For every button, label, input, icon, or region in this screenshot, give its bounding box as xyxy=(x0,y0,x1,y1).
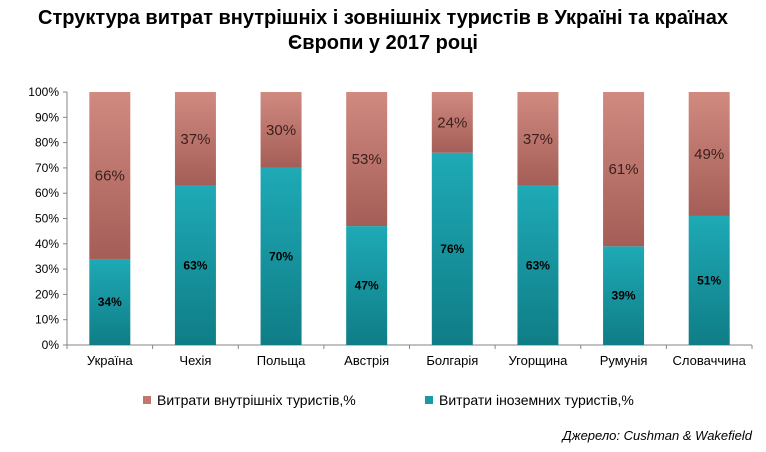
data-label-foreign: 51% xyxy=(697,273,721,287)
legend-swatch-domestic xyxy=(143,396,151,404)
legend-label-domestic: Витрати внутрішніх туристів,% xyxy=(157,392,356,408)
bar-domestic xyxy=(431,92,473,153)
y-tick-label: 80% xyxy=(35,136,59,150)
bar-foreign xyxy=(89,258,131,345)
legend-foreign: Витрати іноземних туристів,% xyxy=(425,392,634,408)
y-tick-label: 30% xyxy=(35,262,59,276)
y-tick-label: 60% xyxy=(35,186,59,200)
data-label-foreign: 63% xyxy=(183,258,207,272)
data-label-domestic: 49% xyxy=(694,146,724,163)
bar-foreign xyxy=(603,246,645,345)
x-tick-label: Словаччина xyxy=(673,353,747,368)
bar-domestic xyxy=(346,92,388,227)
data-label-foreign: 47% xyxy=(355,279,379,293)
bar-foreign xyxy=(346,226,388,345)
bar-domestic xyxy=(603,92,645,247)
x-tick-label: Румунія xyxy=(600,353,648,368)
bar-domestic xyxy=(688,92,730,216)
legend-label-foreign: Витрати іноземних туристів,% xyxy=(439,392,634,408)
data-label-foreign: 34% xyxy=(98,295,122,309)
data-label-foreign: 63% xyxy=(526,258,550,272)
data-label-foreign: 76% xyxy=(440,242,464,256)
data-label-domestic: 37% xyxy=(523,131,553,148)
y-tick-label: 40% xyxy=(35,237,59,251)
legend-swatch-foreign xyxy=(425,396,433,404)
data-label-domestic: 30% xyxy=(266,122,296,139)
chart-title: Структура витрат внутрішніх і зовнішніх … xyxy=(38,7,728,54)
x-tick-label: Польща xyxy=(257,353,306,368)
bar-domestic xyxy=(89,92,131,259)
y-axis: 0% 10% 20% 30% 40% 50% 60% 70% 80% 90% 100% xyxy=(28,85,68,352)
bars: 34% 66% 63% 37% 70% 30% 47% 53% 76% 24% 63% 37% 39% 6… xyxy=(89,92,730,345)
y-tick-label: 50% xyxy=(35,212,59,226)
bar-foreign xyxy=(431,152,473,345)
data-label-domestic: 66% xyxy=(95,167,125,184)
source-note: Джерело: Cushman & Wakefield xyxy=(562,428,752,443)
y-tick-label: 70% xyxy=(35,161,59,175)
bar-foreign xyxy=(688,215,730,345)
bar-foreign xyxy=(174,185,216,345)
bar-foreign xyxy=(260,167,302,345)
bar-foreign xyxy=(517,185,559,345)
legend-domestic: Витрати внутрішніх туристів,% xyxy=(143,392,356,408)
bar-domestic xyxy=(174,92,216,186)
x-tick-label: Україна xyxy=(87,353,134,368)
x-axis: Україна Чехія Польща Австрія Болгарія Угорщин… xyxy=(66,344,753,368)
data-label-domestic: 37% xyxy=(180,131,210,148)
y-tick-label: 20% xyxy=(35,287,59,301)
y-tick-label: 100% xyxy=(28,85,59,99)
x-tick-label: Чехія xyxy=(179,353,211,368)
x-tick-label: Австрія xyxy=(344,353,389,368)
bar-domestic xyxy=(260,92,302,168)
data-label-domestic: 24% xyxy=(437,114,467,131)
data-label-domestic: 61% xyxy=(609,161,639,178)
x-tick-label: Болгарія xyxy=(426,353,478,368)
data-label-domestic: 53% xyxy=(352,151,382,168)
y-tick-label: 90% xyxy=(35,110,59,124)
data-label-foreign: 70% xyxy=(269,249,293,263)
x-tick-label: Угорщина xyxy=(508,353,568,368)
data-label-foreign: 39% xyxy=(612,289,636,303)
bar-domestic xyxy=(517,92,559,186)
y-tick-label: 0% xyxy=(42,338,60,352)
y-tick-label: 10% xyxy=(35,313,59,327)
